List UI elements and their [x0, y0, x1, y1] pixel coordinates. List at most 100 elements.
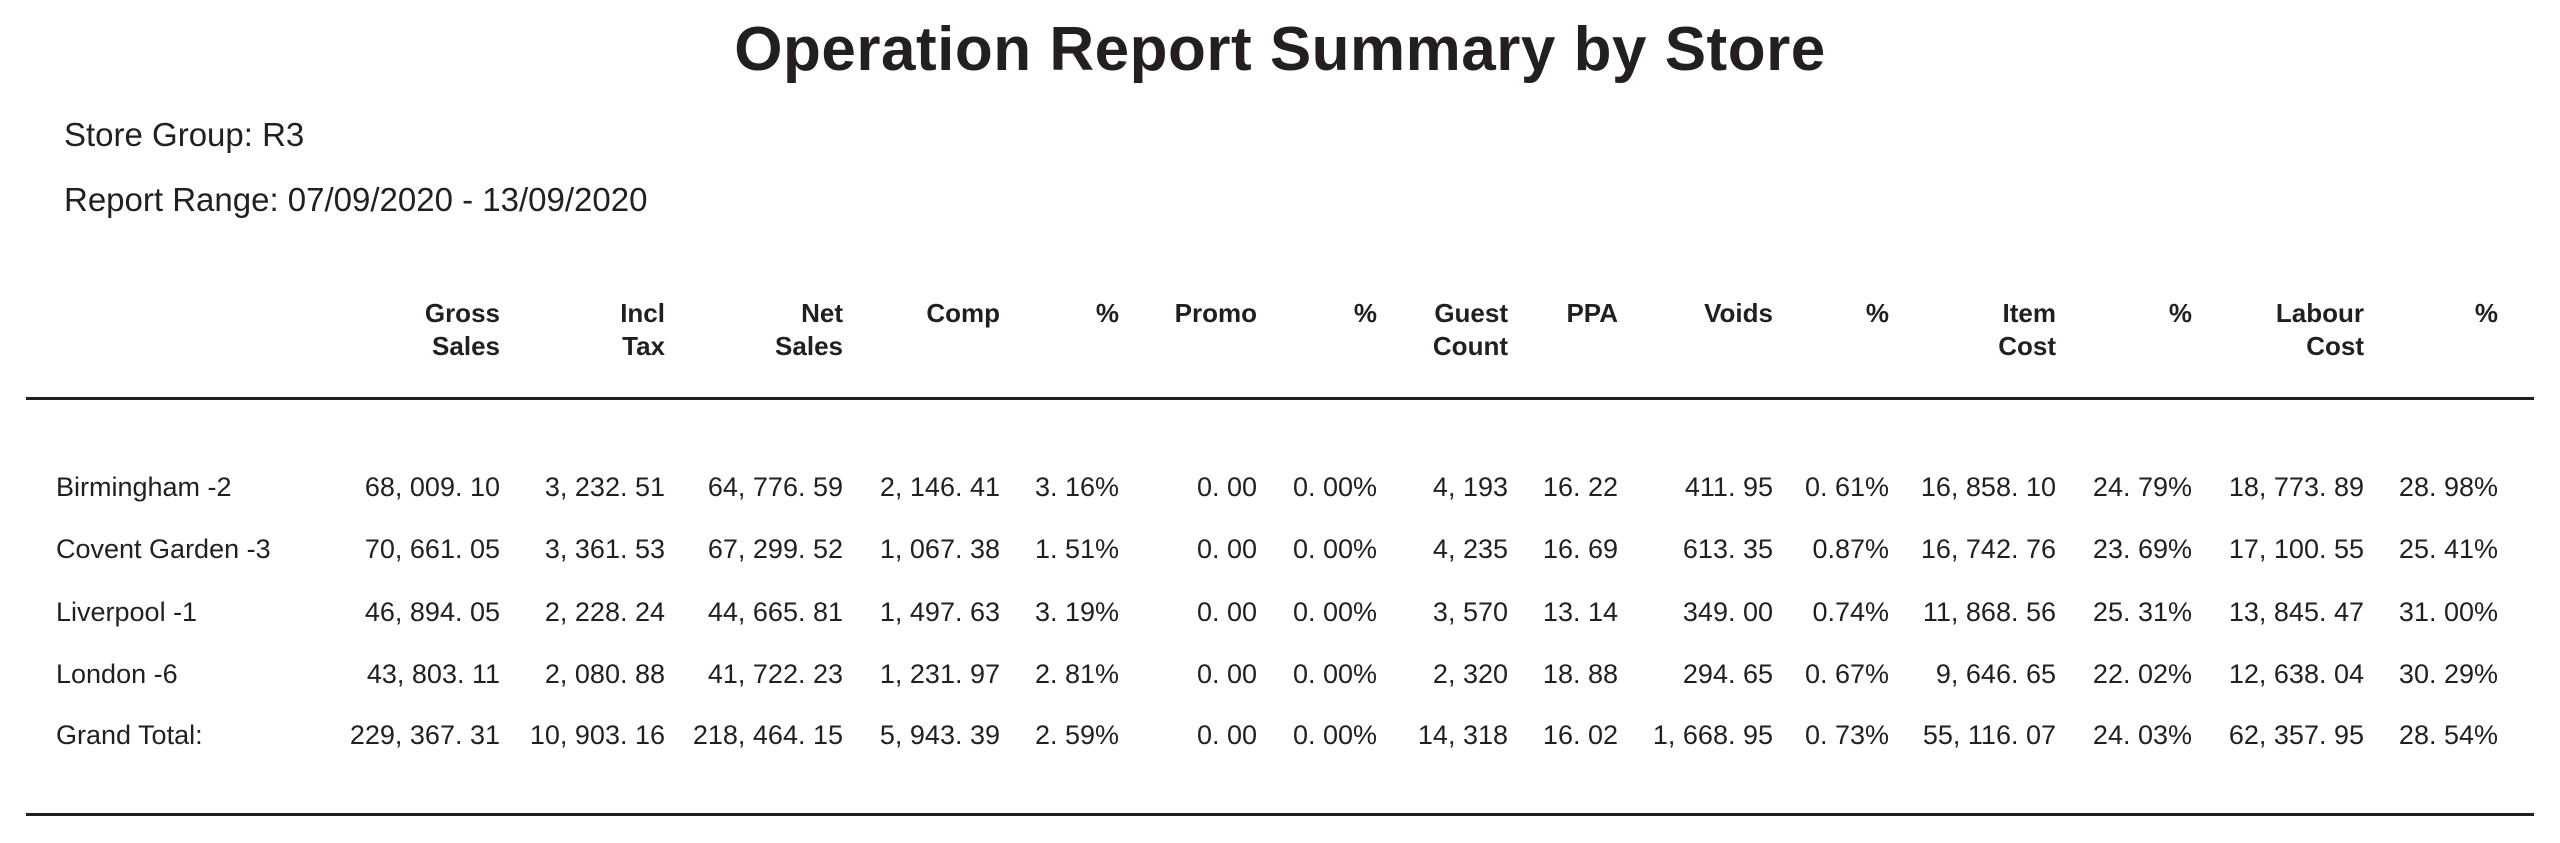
- table-cell: 2, 228. 24: [544, 597, 665, 627]
- table-cell: 4, 235: [1432, 534, 1508, 564]
- table-cell: 62, 357. 95: [2228, 720, 2364, 750]
- table-cell: 3, 361. 53: [544, 534, 665, 564]
- table-cell: 30. 29%: [2398, 659, 2498, 689]
- column-header: Guest Count: [1433, 297, 1508, 363]
- column-header-line: PPA: [1566, 298, 1618, 328]
- column-header: PPA: [1566, 297, 1618, 330]
- table-cell: 3. 16%: [1034, 472, 1119, 502]
- column-header-line: Cost: [2306, 331, 2364, 361]
- table-cell: 55, 116. 07: [1922, 720, 2056, 750]
- store-group-label: Store Group: R3: [64, 116, 305, 153]
- column-header-line: %: [2474, 298, 2498, 328]
- column-header-line: Count: [1432, 331, 1508, 361]
- column-header-line: Item: [2002, 298, 2056, 328]
- column-header-line: Promo: [1174, 298, 1257, 328]
- table-cell: 2. 81%: [1034, 659, 1119, 689]
- table-cell: 17, 100. 55: [2228, 534, 2364, 564]
- table-cell: 16, 742. 76: [1920, 534, 2056, 564]
- table-cell: 16. 69: [1542, 534, 1618, 564]
- store-name: Birmingham -2: [56, 472, 232, 502]
- table-cell: 44, 665. 81: [707, 597, 843, 627]
- column-header-line: Voids: [1704, 298, 1773, 328]
- table-cell: 0. 61%: [1804, 472, 1889, 502]
- table-cell: 16. 22: [1542, 472, 1618, 502]
- table-cell: 41, 722. 23: [707, 659, 843, 689]
- table-cell: 0. 00: [1196, 534, 1257, 564]
- table-cell: 0. 00%: [1292, 534, 1377, 564]
- column-header: %: [2169, 297, 2192, 330]
- table-cell: 28. 54%: [2398, 720, 2498, 750]
- column-header-line: Sales: [432, 331, 500, 361]
- column-header: Labour Cost: [2276, 297, 2364, 363]
- table-cell: 43, 803. 11: [366, 659, 500, 689]
- table-cell: 22. 02%: [2092, 659, 2192, 689]
- table-cell: 11, 868. 56: [1922, 597, 2056, 627]
- column-header-line: %: [1353, 298, 1377, 328]
- column-header: Comp: [926, 297, 1000, 330]
- table-cell: 1, 497. 63: [879, 597, 1000, 627]
- table-cell: 613. 35: [1682, 534, 1773, 564]
- table-cell: 0. 00: [1196, 659, 1257, 689]
- table-cell: 3. 19%: [1034, 597, 1119, 627]
- table-cell: 0. 00%: [1292, 597, 1377, 627]
- column-header-line: %: [2168, 298, 2192, 328]
- table-cell: 16. 02: [1542, 720, 1618, 750]
- column-header: Voids: [1704, 297, 1773, 330]
- table-cell: 0. 00: [1196, 472, 1257, 502]
- table-cell: 2, 080. 88: [544, 659, 665, 689]
- column-header: %: [2475, 297, 2498, 330]
- table-cell: 67, 299. 52: [707, 534, 843, 564]
- table-cell: 25. 41%: [2398, 534, 2498, 564]
- column-header: Promo: [1175, 297, 1257, 330]
- table-cell: 1, 668. 95: [1652, 720, 1773, 750]
- table-cell: 1, 231. 97: [879, 659, 1000, 689]
- table-cell: 10, 903. 16: [529, 720, 665, 750]
- column-header: Item Cost: [1998, 297, 2056, 363]
- table-cell: 411. 95: [1684, 472, 1773, 502]
- table-cell: 0.87%: [1812, 534, 1889, 564]
- table-cell: 46, 894. 05: [364, 597, 500, 627]
- table-cell: 0. 00%: [1292, 472, 1377, 502]
- table-cell: 28. 98%: [2398, 472, 2498, 502]
- table-cell: 24. 79%: [2092, 472, 2192, 502]
- column-header-line: Gross: [424, 298, 500, 328]
- table-cell: 31. 00%: [2398, 597, 2498, 627]
- column-header-line: %: [1095, 298, 1119, 328]
- table-cell: 4, 193: [1432, 472, 1508, 502]
- table-cell: 13, 845. 47: [2228, 597, 2364, 627]
- table-cell: 12, 638. 04: [2228, 659, 2364, 689]
- table-cell: 9, 646. 65: [1935, 659, 2056, 689]
- column-header-line: Sales: [775, 331, 843, 361]
- table-cell: 349. 00: [1682, 597, 1773, 627]
- store-name: London -6: [56, 659, 178, 689]
- table-cell: 218, 464. 15: [692, 720, 843, 750]
- column-header-line: Comp: [926, 298, 1000, 328]
- table-row: Covent Garden -3 70, 661. 05 3, 361. 53 67,…: [0, 529, 2560, 569]
- table-cell: 0. 67%: [1804, 659, 1889, 689]
- table-cell: 1, 067. 38: [879, 534, 1000, 564]
- column-header-line: Tax: [622, 331, 665, 361]
- table-cell: 14, 318: [1417, 720, 1508, 750]
- column-header: Incl Tax: [620, 297, 665, 363]
- report-title: Operation Report Summary by Store: [734, 15, 1826, 84]
- table-cell: 0. 00: [1196, 597, 1257, 627]
- header-divider: [26, 397, 2534, 400]
- table-cell: 68, 009. 10: [364, 472, 500, 502]
- table-cell: 23. 69%: [2092, 534, 2192, 564]
- report-range-label: Report Range: 07/09/2020 - 13/09/2020: [64, 181, 648, 218]
- column-header: %: [1866, 297, 1889, 330]
- table-cell: 2, 320: [1432, 659, 1508, 689]
- table-cell: 2. 59%: [1034, 720, 1119, 750]
- table-cell: 16, 858. 10: [1920, 472, 2056, 502]
- column-header-line: Guest: [1434, 298, 1508, 328]
- column-header: Gross Sales: [425, 297, 500, 363]
- table-cell: 1. 51%: [1034, 534, 1119, 564]
- table-cell: 64, 776. 59: [707, 472, 843, 502]
- table-cell: 0.74%: [1812, 597, 1889, 627]
- table-cell: 70, 661. 05: [364, 534, 500, 564]
- table-cell: 3, 232. 51: [544, 472, 665, 502]
- table-cell: 25. 31%: [2092, 597, 2192, 627]
- column-header: %: [1354, 297, 1377, 330]
- table-cell: 0. 73%: [1804, 720, 1889, 750]
- column-header-line: Cost: [1998, 331, 2056, 361]
